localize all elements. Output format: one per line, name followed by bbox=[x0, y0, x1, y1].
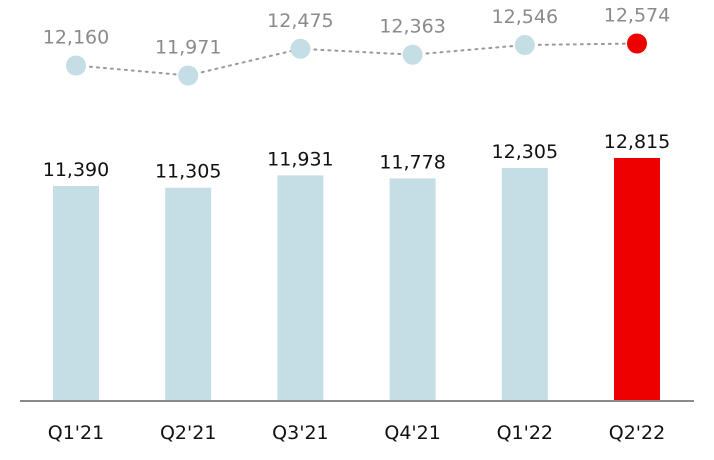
dot bbox=[66, 55, 86, 76]
dot bbox=[627, 33, 647, 54]
bar bbox=[501, 168, 548, 401]
bar-value-labels: 11,390 11,305 11,931 11,778 12,305 12,815 bbox=[43, 131, 670, 183]
x-tick-label: Q2'21 bbox=[160, 422, 216, 444]
line-segment bbox=[523, 42, 638, 46]
dotted-line-series bbox=[75, 42, 638, 77]
dot bbox=[402, 44, 423, 65]
line-segment bbox=[75, 64, 190, 77]
bar-value-label: 12,815 bbox=[604, 131, 670, 153]
bar-value-label: 11,305 bbox=[155, 161, 221, 183]
dot-value-labels: 12,160 11,971 12,475 12,363 12,546 12,574 bbox=[43, 5, 670, 59]
dot-value-label: 11,971 bbox=[155, 37, 221, 59]
dot-value-label: 12,363 bbox=[379, 16, 445, 38]
dot bbox=[290, 38, 311, 59]
dot-group bbox=[66, 33, 647, 86]
line-segment bbox=[187, 47, 302, 77]
x-tick-label: Q1'22 bbox=[497, 422, 553, 444]
line-segment bbox=[411, 44, 526, 56]
dot-value-label: 12,160 bbox=[43, 27, 109, 49]
bar bbox=[53, 186, 99, 401]
bar-value-label: 11,931 bbox=[267, 148, 333, 170]
dot-value-label: 12,475 bbox=[267, 10, 333, 32]
x-axis-category-labels: Q1'21 Q2'21 Q3'21 Q4'21 Q1'22 Q2'22 bbox=[48, 422, 665, 444]
dot bbox=[178, 65, 199, 86]
bar-group bbox=[53, 158, 660, 401]
x-tick-label: Q4'21 bbox=[384, 422, 440, 444]
bar bbox=[165, 187, 212, 401]
x-tick-label: Q1'21 bbox=[48, 422, 104, 444]
line-segment bbox=[299, 47, 414, 56]
bar bbox=[389, 178, 436, 401]
bar-value-label: 11,390 bbox=[43, 159, 109, 181]
bar bbox=[277, 175, 324, 401]
x-tick-label: Q3'21 bbox=[272, 422, 328, 444]
bar bbox=[614, 158, 660, 401]
bar-value-label: 11,778 bbox=[379, 151, 445, 173]
dot-value-label: 12,546 bbox=[492, 6, 558, 28]
dot-value-label: 12,574 bbox=[604, 5, 670, 27]
bar-value-label: 12,305 bbox=[492, 141, 558, 163]
dot bbox=[514, 35, 535, 55]
x-tick-label: Q2'22 bbox=[609, 422, 665, 444]
